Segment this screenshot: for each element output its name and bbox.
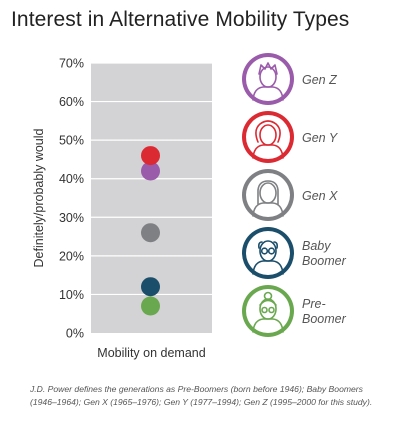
y-tick-label: 30% xyxy=(59,211,84,225)
data-point-gen-z xyxy=(141,161,160,181)
y-tick-label: 60% xyxy=(59,95,84,109)
y-tick-label: 50% xyxy=(59,134,84,148)
data-point-pre-boomer xyxy=(141,296,160,316)
gen-y-avatar-icon xyxy=(242,111,294,163)
legend-label-pre-boomer: Pre-Boomer xyxy=(302,297,347,326)
baby-boomer-avatar-icon xyxy=(242,227,294,279)
y-tick-label: 20% xyxy=(59,249,84,263)
y-tick-label: 40% xyxy=(59,172,84,186)
chart-svg: 0% 10% 20% 30% 40% 50% 60% 70% Definitely/proba… xyxy=(32,53,347,360)
legend-label-gen-z: Gen Z xyxy=(302,73,337,87)
pre-boomer-avatar-icon xyxy=(242,285,294,337)
legend: Gen Z Gen Y Gen X Baby Boomer Pre-Boomer xyxy=(242,53,347,337)
y-axis-label: Definitely/probably would xyxy=(32,128,46,267)
x-category-label: Mobility on demand xyxy=(97,346,205,360)
legend-label-gen-x: Gen X xyxy=(302,189,338,203)
y-tick-label: 0% xyxy=(66,327,84,341)
data-points xyxy=(141,146,160,316)
data-point-baby-boomer xyxy=(141,277,160,297)
y-tick-label: 70% xyxy=(59,57,84,71)
y-tick-label: 10% xyxy=(59,288,84,302)
data-point-gen-y xyxy=(141,146,160,166)
y-tick-labels: 0% 10% 20% 30% 40% 50% 60% 70% xyxy=(59,57,84,341)
legend-label-baby-boomer: Baby Boomer xyxy=(302,239,347,268)
chart-title: Interest in Alternative Mobility Types xyxy=(11,8,350,31)
data-point-gen-x xyxy=(141,223,160,243)
footnote: J.D. Power defines the generations as Pr… xyxy=(30,384,373,407)
legend-label-gen-y: Gen Y xyxy=(302,131,339,145)
gen-x-avatar-icon xyxy=(242,169,294,221)
gen-z-avatar-icon xyxy=(242,53,294,105)
